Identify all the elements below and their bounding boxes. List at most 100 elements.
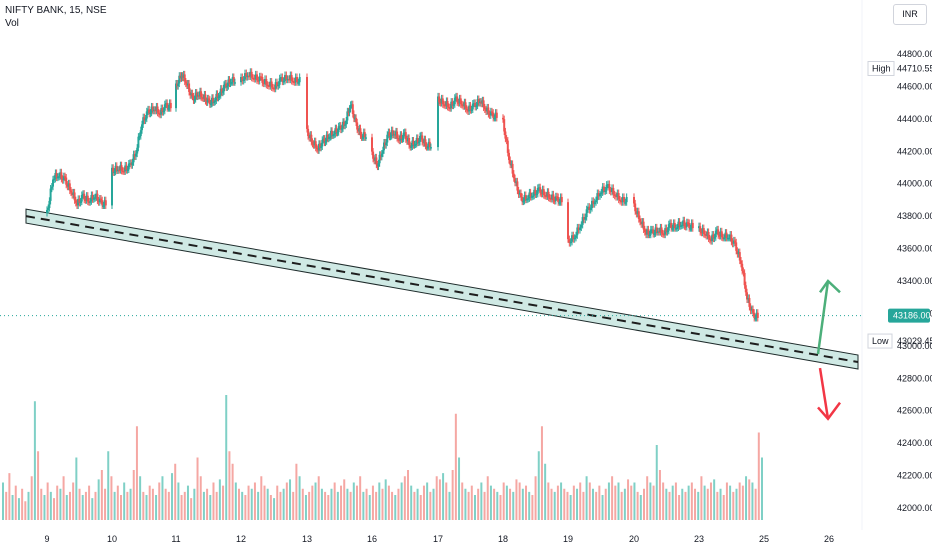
candle-body[interactable] <box>486 107 489 112</box>
candle-body[interactable] <box>588 206 591 210</box>
candle-body[interactable] <box>660 227 663 234</box>
candle-body[interactable] <box>233 82 236 84</box>
candle-body[interactable] <box>277 84 280 87</box>
candle-body[interactable] <box>130 162 133 166</box>
candle-body[interactable] <box>397 137 400 140</box>
candle-body[interactable] <box>280 77 282 79</box>
candle-body[interactable] <box>710 239 712 242</box>
candle-body[interactable] <box>568 239 571 244</box>
candle-body[interactable] <box>346 111 349 121</box>
down-arrow[interactable] <box>818 367 830 419</box>
candle-body[interactable] <box>558 202 561 204</box>
candle-body[interactable] <box>672 222 675 229</box>
candle-body[interactable] <box>553 200 556 202</box>
candle-body[interactable] <box>467 110 469 112</box>
candle-body[interactable] <box>59 172 62 177</box>
candle-body[interactable] <box>752 309 754 313</box>
candle-body[interactable] <box>503 119 506 132</box>
candle-body[interactable] <box>722 237 724 239</box>
candle-body[interactable] <box>417 141 420 144</box>
candle-body[interactable] <box>177 83 180 87</box>
candle-body[interactable] <box>571 235 573 242</box>
candle-body[interactable] <box>350 104 353 106</box>
candle-body[interactable] <box>446 101 449 107</box>
candle-body[interactable] <box>724 232 727 238</box>
candle-body[interactable] <box>476 99 479 106</box>
candle-body[interactable] <box>649 229 652 235</box>
candle-body[interactable] <box>427 141 430 148</box>
candle-body[interactable] <box>641 221 644 225</box>
candle-body[interactable] <box>461 104 463 106</box>
candle-body[interactable] <box>426 147 429 149</box>
candle-body[interactable] <box>473 102 475 105</box>
candle-body[interactable] <box>611 187 613 192</box>
candle-body[interactable] <box>202 97 205 100</box>
candle-body[interactable] <box>509 160 512 165</box>
candle-body[interactable] <box>520 193 522 197</box>
candle-body[interactable] <box>68 183 71 191</box>
candle-body[interactable] <box>493 117 496 120</box>
candle-body[interactable] <box>157 112 160 115</box>
candle-body[interactable] <box>682 220 685 225</box>
candle-body[interactable] <box>187 83 189 86</box>
candle-body[interactable] <box>142 117 145 125</box>
candle-body[interactable] <box>753 312 756 318</box>
candle-body[interactable] <box>604 190 607 193</box>
candle-body[interactable] <box>374 157 377 161</box>
candle-body[interactable] <box>344 124 347 126</box>
candle-body[interactable] <box>129 162 131 165</box>
candle-body[interactable] <box>528 192 531 199</box>
candle-body[interactable] <box>505 138 508 141</box>
candle-body[interactable] <box>652 229 655 234</box>
candle-body[interactable] <box>516 181 519 191</box>
candle-body[interactable] <box>429 147 432 149</box>
candle-body[interactable] <box>556 196 558 198</box>
candle-body[interactable] <box>487 107 490 114</box>
candle-body[interactable] <box>529 192 532 197</box>
candle-body[interactable] <box>66 184 69 187</box>
candle-body[interactable] <box>591 200 593 209</box>
candle-body[interactable] <box>50 186 53 189</box>
candle-body[interactable] <box>488 113 491 116</box>
candle-body[interactable] <box>290 75 293 81</box>
candle-body[interactable] <box>687 222 689 224</box>
candle-body[interactable] <box>515 181 518 183</box>
candle-body[interactable] <box>117 169 119 172</box>
candle-body[interactable] <box>595 200 597 203</box>
candle-body[interactable] <box>70 190 72 193</box>
candle-body[interactable] <box>439 102 442 104</box>
candle-body[interactable] <box>127 163 130 170</box>
candle-body[interactable] <box>55 173 58 178</box>
candle-body[interactable] <box>48 200 51 209</box>
candle-body[interactable] <box>83 193 86 200</box>
candle-body[interactable] <box>71 192 74 196</box>
candle-body[interactable] <box>506 140 509 153</box>
candle-body[interactable] <box>492 112 495 118</box>
currency-button[interactable]: INR <box>893 4 927 25</box>
candle-body[interactable] <box>195 92 198 97</box>
candle-body[interactable] <box>584 217 587 220</box>
candle-body[interactable] <box>728 237 730 240</box>
candle-body[interactable] <box>262 82 265 85</box>
candle-body[interactable] <box>308 136 311 138</box>
candle-body[interactable] <box>76 202 78 206</box>
candle-body[interactable] <box>225 83 228 88</box>
candle-body[interactable] <box>396 131 399 138</box>
candle-body[interactable] <box>457 102 460 104</box>
candle-body[interactable] <box>393 134 396 136</box>
candle-body[interactable] <box>597 193 600 197</box>
candle-body[interactable] <box>137 136 140 148</box>
candle-body[interactable] <box>636 211 639 214</box>
candle-body[interactable] <box>702 228 705 234</box>
candle-body[interactable] <box>79 201 82 204</box>
candle-body[interactable] <box>193 99 196 101</box>
candle-body[interactable] <box>577 227 580 231</box>
candle-body[interactable] <box>607 184 609 186</box>
candle-body[interactable] <box>343 121 346 126</box>
candle-body[interactable] <box>403 132 406 134</box>
candle-body[interactable] <box>675 228 677 230</box>
candle-body[interactable] <box>517 190 520 195</box>
candle-body[interactable] <box>665 228 668 233</box>
candle-body[interactable] <box>240 77 242 83</box>
candle-body[interactable] <box>700 232 703 234</box>
